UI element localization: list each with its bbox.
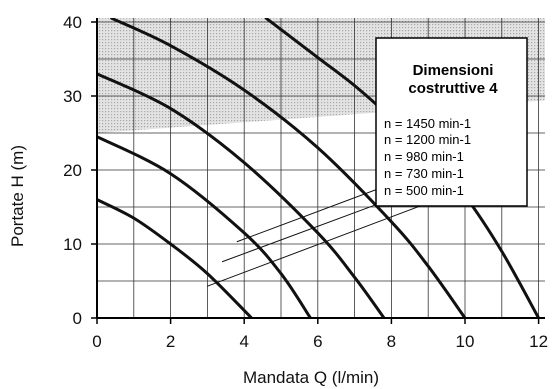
legend: Dimensioni costruttive 4 n = 1450 min-1 … [375, 37, 528, 207]
pump-curve-series-2 [110, 18, 467, 318]
y-tick-label: 20 [63, 161, 82, 180]
pump-curve-series-5 [97, 198, 254, 318]
y-tick-label: 40 [63, 13, 82, 32]
y-tick-label: 30 [63, 87, 82, 106]
y-tick-label: 10 [63, 235, 82, 254]
axis-layer [91, 18, 545, 324]
pump-curve-series-3 [97, 72, 386, 318]
x-tick-label: 4 [239, 332, 248, 351]
x-tick-label: 2 [166, 332, 175, 351]
legend-item-1450: n = 1450 min-1 [384, 116, 471, 131]
legend-box [375, 37, 528, 207]
legend-item-980: n = 980 min-1 [384, 149, 464, 164]
y-tick-label: 0 [73, 309, 82, 328]
x-tick-label: 8 [387, 332, 396, 351]
pump-curve-series-4 [97, 135, 312, 318]
x-tick-label: 6 [313, 332, 322, 351]
y-axis-title: Portate H (m) [8, 145, 27, 247]
legend-title-line-2: costruttive 4 [408, 80, 498, 97]
legend-title-line-1: Dimensioni [413, 62, 494, 79]
x-axis-title: Mandata Q (l/min) [243, 368, 379, 387]
legend-item-500: n = 500 min-1 [384, 183, 464, 198]
x-tick-label: 12 [529, 332, 548, 351]
legend-item-1200: n = 1200 min-1 [384, 132, 471, 147]
x-tick-label: 0 [92, 332, 101, 351]
tick-label-layer: 02468101214010203040 [63, 13, 548, 351]
legend-item-730: n = 730 min-1 [384, 166, 464, 181]
x-tick-label: 10 [456, 332, 475, 351]
